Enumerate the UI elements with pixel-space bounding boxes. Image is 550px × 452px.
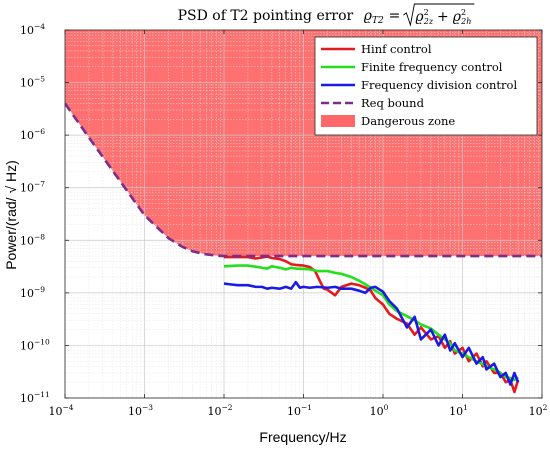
tick-label-layer: 10−4 10−3 10−2 10−1 100 101 102 10−11 10−10 10−9 1…: [20, 22, 548, 418]
legend-label: Frequency division control: [361, 78, 517, 92]
legend-label: Req bound: [361, 96, 425, 110]
title-sqrt-group: ϱ2 2z + ϱ2 2h: [403, 3, 475, 27]
legend-patch: [321, 115, 355, 127]
series-line-finite-frequency-control: [223, 264, 519, 382]
x-tick-label: 10−3: [128, 403, 153, 418]
y-tick-label: 10−9: [20, 285, 45, 300]
title-sqrt-expression: ϱ2 2z + ϱ2 2h: [415, 8, 471, 26]
y-tick-label: 10−8: [20, 232, 45, 247]
tick-layer: [64, 29, 543, 399]
series-line-frequency-division-control: [223, 280, 520, 386]
legend-label: Finite frequency control: [361, 60, 503, 74]
series-layer: [65, 102, 542, 394]
y-tick-label: 10−11: [20, 390, 50, 405]
sqrt-radical: [403, 3, 475, 27]
legend-label: Dangerous zone: [361, 114, 455, 128]
x-tick-label: 101: [449, 403, 468, 418]
x-tick-label: 10−2: [207, 403, 232, 418]
y-tick-label: 10−10: [20, 337, 50, 352]
y-tick-label: 10−5: [20, 75, 45, 90]
legend: Hinf control Finite frequency control Freq…: [314, 36, 538, 136]
y-tick-label: 10−7: [20, 180, 45, 195]
series-line-req-bound: [65, 102, 542, 258]
chart-title: PSD of T2 pointing error ϱT2 =: [178, 8, 401, 26]
x-axis-label: Frequency/Hz: [259, 429, 346, 445]
x-tick-label: 10−1: [287, 403, 312, 418]
x-tick-label: 10−4: [48, 403, 73, 418]
y-tick-label: 10−4: [20, 22, 45, 37]
y-axis-label: Power/(rad/ √ Hz): [3, 160, 19, 270]
y-tick-label: 10−6: [20, 127, 45, 142]
x-tick-label: 100: [370, 403, 389, 418]
legend-label: Hinf control: [361, 42, 432, 56]
x-tick-label: 102: [529, 403, 548, 418]
